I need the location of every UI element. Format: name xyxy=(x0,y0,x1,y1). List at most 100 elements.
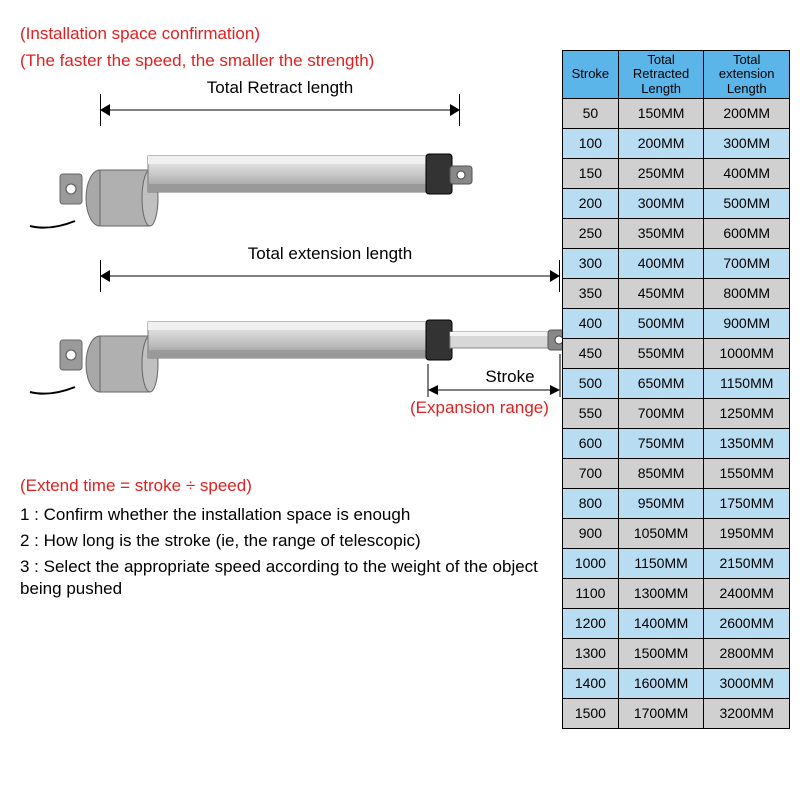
table-cell: 350 xyxy=(563,278,619,308)
table-cell: 1600MM xyxy=(618,668,704,698)
table-cell: 550MM xyxy=(618,338,704,368)
install-confirmation-note: (Installation space confirmation) xyxy=(20,20,550,47)
table-row: 450550MM1000MM xyxy=(563,338,790,368)
table-cell: 1500 xyxy=(563,698,619,728)
table-cell: 600MM xyxy=(704,218,790,248)
table-cell: 450 xyxy=(563,338,619,368)
table-row: 600750MM1350MM xyxy=(563,428,790,458)
table-cell: 1000 xyxy=(563,548,619,578)
table-row: 350450MM800MM xyxy=(563,278,790,308)
table-header-row: Stroke Total Retracted Length Total exte… xyxy=(563,51,790,99)
table-cell: 700MM xyxy=(704,248,790,278)
table-cell: 450MM xyxy=(618,278,704,308)
table-cell: 2600MM xyxy=(704,608,790,638)
table-cell: 1950MM xyxy=(704,518,790,548)
table-cell: 3200MM xyxy=(704,698,790,728)
table-cell: 300MM xyxy=(704,128,790,158)
table-cell: 150MM xyxy=(618,98,704,128)
table-row: 150250MM400MM xyxy=(563,158,790,188)
table-cell: 200MM xyxy=(618,128,704,158)
table-row: 14001600MM3000MM xyxy=(563,668,790,698)
step-2: 2 : How long is the stroke (ie, the rang… xyxy=(20,530,550,552)
table-row: 400500MM900MM xyxy=(563,308,790,338)
table-row: 300400MM700MM xyxy=(563,248,790,278)
table-row: 15001700MM3200MM xyxy=(563,698,790,728)
table-cell: 400MM xyxy=(704,158,790,188)
table-cell: 250 xyxy=(563,218,619,248)
table-cell: 900MM xyxy=(704,308,790,338)
retracted-diagram: Total Retract length xyxy=(20,100,550,236)
table-cell: 1100 xyxy=(563,578,619,608)
table-row: 10001150MM2150MM xyxy=(563,548,790,578)
step-1: 1 : Confirm whether the installation spa… xyxy=(20,504,550,526)
table-cell: 1250MM xyxy=(704,398,790,428)
table-cell: 400 xyxy=(563,308,619,338)
table-row: 9001050MM1950MM xyxy=(563,518,790,548)
table-cell: 700MM xyxy=(618,398,704,428)
header-stroke: Stroke xyxy=(563,51,619,99)
extend-time-formula: (Extend time = stroke ÷ speed) xyxy=(20,472,550,499)
table-row: 11001300MM2400MM xyxy=(563,578,790,608)
table-cell: 200MM xyxy=(704,98,790,128)
table-cell: 100 xyxy=(563,128,619,158)
header-retracted: Total Retracted Length xyxy=(618,51,704,99)
table-row: 250350MM600MM xyxy=(563,218,790,248)
step-3: 3 : Select the appropriate speed accordi… xyxy=(20,556,550,600)
table-cell: 650MM xyxy=(618,368,704,398)
table-cell: 550 xyxy=(563,398,619,428)
table-cell: 2800MM xyxy=(704,638,790,668)
table-row: 100200MM300MM xyxy=(563,128,790,158)
retract-length-label: Total Retract length xyxy=(100,78,460,98)
table-cell: 150 xyxy=(563,158,619,188)
table-cell: 1700MM xyxy=(618,698,704,728)
table-cell: 350MM xyxy=(618,218,704,248)
table-cell: 500MM xyxy=(618,308,704,338)
table-cell: 2150MM xyxy=(704,548,790,578)
table-cell: 200 xyxy=(563,188,619,218)
table-cell: 600 xyxy=(563,428,619,458)
table-cell: 950MM xyxy=(618,488,704,518)
table-cell: 1050MM xyxy=(618,518,704,548)
table-row: 550700MM1250MM xyxy=(563,398,790,428)
table-cell: 1150MM xyxy=(704,368,790,398)
table-row: 200300MM500MM xyxy=(563,188,790,218)
table-row: 700850MM1550MM xyxy=(563,458,790,488)
table-cell: 3000MM xyxy=(704,668,790,698)
table-cell: 1350MM xyxy=(704,428,790,458)
stroke-label: Stroke xyxy=(450,366,570,388)
actuator-retracted-svg xyxy=(20,126,540,236)
table-cell: 1400 xyxy=(563,668,619,698)
table-cell: 1750MM xyxy=(704,488,790,518)
table-cell: 500MM xyxy=(704,188,790,218)
extension-length-label: Total extension length xyxy=(100,244,560,264)
table-cell: 1150MM xyxy=(618,548,704,578)
table-cell: 1200 xyxy=(563,608,619,638)
table-cell: 2400MM xyxy=(704,578,790,608)
table-cell: 900 xyxy=(563,518,619,548)
table-row: 500650MM1150MM xyxy=(563,368,790,398)
table-row: 800950MM1750MM xyxy=(563,488,790,518)
table-cell: 1300MM xyxy=(618,578,704,608)
table-row: 12001400MM2600MM xyxy=(563,608,790,638)
table-cell: 800MM xyxy=(704,278,790,308)
table-cell: 300MM xyxy=(618,188,704,218)
table-cell: 850MM xyxy=(618,458,704,488)
table-cell: 250MM xyxy=(618,158,704,188)
table-cell: 400MM xyxy=(618,248,704,278)
left-panel: (Installation space confirmation) (The f… xyxy=(0,0,560,800)
table-cell: 1500MM xyxy=(618,638,704,668)
table-cell: 1300 xyxy=(563,638,619,668)
speed-strength-note: (The faster the speed, the smaller the s… xyxy=(20,47,550,74)
table-cell: 300 xyxy=(563,248,619,278)
table-row: 13001500MM2800MM xyxy=(563,638,790,668)
spec-table: Stroke Total Retracted Length Total exte… xyxy=(562,50,790,729)
table-cell: 800 xyxy=(563,488,619,518)
table-cell: 500 xyxy=(563,368,619,398)
table-cell: 1550MM xyxy=(704,458,790,488)
table-cell: 700 xyxy=(563,458,619,488)
table-cell: 50 xyxy=(563,98,619,128)
table-cell: 1400MM xyxy=(618,608,704,638)
table-row: 50150MM200MM xyxy=(563,98,790,128)
expansion-range-label: (Expansion range) xyxy=(410,394,549,421)
instruction-notes: (Extend time = stroke ÷ speed) 1 : Confi… xyxy=(20,472,550,600)
